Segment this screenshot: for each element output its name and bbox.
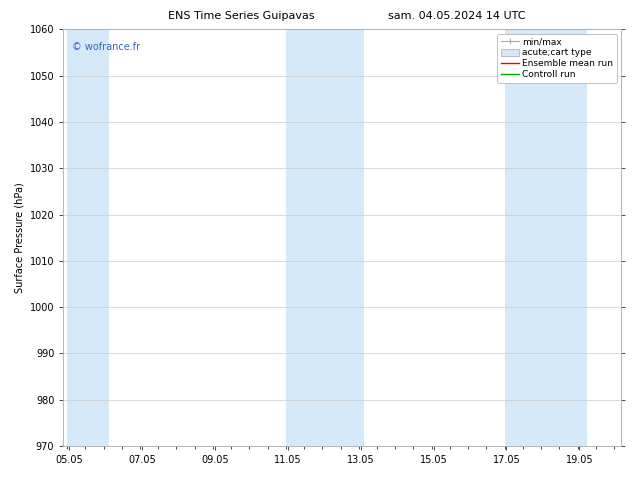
Legend: min/max, acute;cart type, Ensemble mean run, Controll run: min/max, acute;cart type, Ensemble mean …	[497, 34, 617, 82]
Text: © wofrance.fr: © wofrance.fr	[72, 42, 140, 52]
Bar	[505, 29, 586, 446]
Text: ENS Time Series Guipavas: ENS Time Series Guipavas	[167, 11, 314, 21]
Bar	[286, 29, 365, 446]
Text: sam. 04.05.2024 14 UTC: sam. 04.05.2024 14 UTC	[388, 11, 525, 21]
Bar	[67, 29, 109, 446]
Y-axis label: Surface Pressure (hPa): Surface Pressure (hPa)	[14, 182, 24, 293]
